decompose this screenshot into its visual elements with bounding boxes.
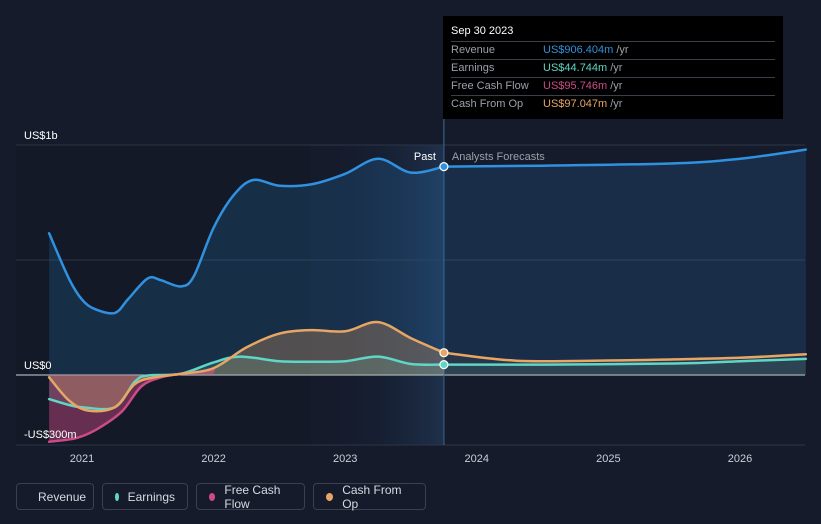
cash-from-op-marker (439, 348, 449, 358)
earnings-marker (439, 360, 449, 370)
legend-label: Cash From Op (342, 482, 402, 511)
tooltip-unit: /yr (610, 80, 623, 92)
revenue-forecast-line (442, 148, 808, 168)
past-label: Past (414, 151, 436, 163)
cash-from-op-area (49, 322, 444, 412)
earnings-dot-icon (115, 492, 119, 501)
x-axis-label: 2023 (333, 453, 357, 465)
tooltip-value: US$906.404m (543, 44, 614, 56)
tooltip-unit: /yr (610, 62, 623, 74)
tooltip-row-revenue: Revenue US$906.404m /yr (451, 41, 775, 59)
x-axis-label: 2021 (70, 453, 94, 465)
cash-from-op-forecast-line (442, 351, 808, 363)
forecast-label: Analysts Forecasts (452, 151, 545, 163)
revenue-line (47, 157, 446, 315)
legend-item-cash-from-op[interactable]: Cash From Op (313, 482, 426, 511)
x-axis-label: 2026 (728, 453, 752, 465)
tooltip-unit: /yr (616, 44, 629, 56)
legend-label: Free Cash Flow (224, 482, 281, 511)
tooltip-label: Revenue (451, 44, 496, 56)
tooltip-row-earnings: Earnings US$44.744m /yr (451, 59, 775, 77)
x-axis-label: 2025 (596, 453, 620, 465)
tooltip-unit: /yr (610, 98, 623, 110)
tooltip-date: Sep 30 2023 (451, 25, 514, 37)
tooltip-label: Earnings (451, 62, 495, 74)
tooltip-value: US$97.047m (543, 98, 608, 110)
y-axis-label: -US$300m (24, 429, 77, 441)
legend-label: Earnings (127, 489, 175, 504)
tooltip-label: Cash From Op (451, 98, 524, 110)
x-axis-label: 2024 (465, 453, 489, 465)
x-axis-label: 2022 (201, 453, 225, 465)
earnings-area (49, 356, 444, 410)
cash-from-op-line (47, 320, 446, 413)
tooltip-value: US$44.744m (543, 62, 608, 74)
cash-from-op-dot-icon (326, 492, 334, 501)
tooltip-row-free-cash-flow: Free Cash Flow US$95.746m /yr (451, 77, 775, 95)
free-cash-flow-area (49, 370, 214, 442)
legend-item-revenue[interactable]: Revenue (16, 483, 94, 510)
revenue-marker (439, 162, 449, 172)
legend-label: Revenue (38, 489, 87, 504)
tooltip-value: US$95.746m (543, 80, 608, 92)
y-axis-label: US$1b (24, 130, 58, 142)
free-cash-flow-dot-icon (209, 492, 216, 501)
y-axis-label: US$0 (24, 360, 52, 372)
tooltip-row-cash-from-op: Cash From Op US$97.047m /yr (451, 95, 775, 113)
legend-item-free-cash-flow[interactable]: Free Cash Flow (196, 482, 305, 511)
legend-item-earnings[interactable]: Earnings (102, 483, 188, 510)
chart-legend: Revenue Earnings Free Cash Flow Cash Fro… (16, 483, 426, 512)
earnings-line (47, 355, 446, 411)
revenue-area (49, 158, 444, 375)
earnings-forecast-line (442, 357, 808, 366)
tooltip-label: Free Cash Flow (451, 80, 529, 92)
data-tooltip: Sep 30 2023 Revenue US$906.404m /yr Earn… (443, 16, 783, 119)
past-highlight-region (311, 145, 443, 445)
revenue-forecast-area (443, 149, 806, 375)
